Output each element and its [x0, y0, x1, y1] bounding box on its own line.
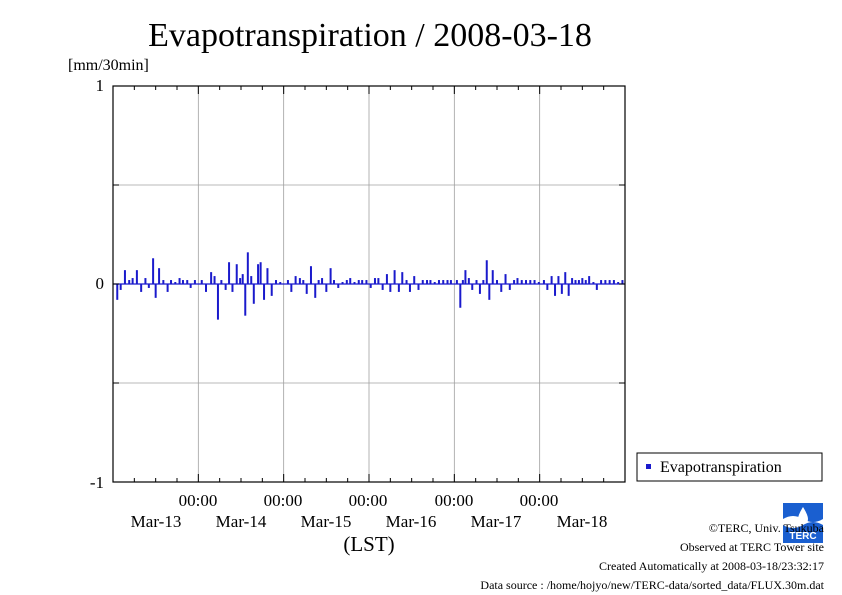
x-tick-time: 00:00	[264, 491, 303, 510]
terc-logo: TERC	[783, 503, 823, 543]
created-text: Created Automatically at 2008-03-18/23:3…	[599, 559, 824, 573]
copyright-text: ©TERC, Univ. Tsukuba	[708, 521, 824, 535]
x-tick-time: 00:00	[520, 491, 559, 510]
legend-box	[636, 452, 823, 482]
axis-ticks	[112, 85, 626, 483]
x-tick-time: 00:00	[179, 491, 218, 510]
chart-title: Evapotranspiration / 2008-03-18	[148, 17, 592, 54]
x-day-label: Mar-13	[131, 512, 182, 531]
y-tick-label: -1	[90, 473, 104, 492]
legend-label: Evapotranspiration	[660, 459, 782, 476]
y-tick-label: 1	[96, 76, 105, 95]
x-axis-label: (LST)	[343, 532, 394, 556]
source-text: Data source : /home/hojyo/new/TERC-data/…	[480, 578, 824, 592]
x-day-label: Mar-18	[557, 512, 608, 531]
legend-swatch	[646, 464, 651, 469]
logo-text: TERC	[789, 531, 816, 542]
credits: ©TERC, Univ. Tsukuba Observed at TERC To…	[480, 519, 824, 595]
x-day-label: Mar-15	[301, 512, 352, 531]
legend: Evapotranspiration	[636, 452, 823, 482]
y-tick-label: 0	[96, 274, 105, 293]
x-day-label: Mar-16	[386, 512, 437, 531]
x-day-label: Mar-14	[216, 512, 267, 531]
series-evapotranspiration	[113, 252, 625, 320]
x-tick-time: 00:00	[435, 491, 474, 510]
x-day-label: Mar-17	[471, 512, 522, 531]
y-unit-label: [mm/30min]	[68, 57, 149, 74]
observed-text: Observed at TERC Tower site	[679, 540, 824, 554]
x-tick-time: 00:00	[349, 491, 388, 510]
